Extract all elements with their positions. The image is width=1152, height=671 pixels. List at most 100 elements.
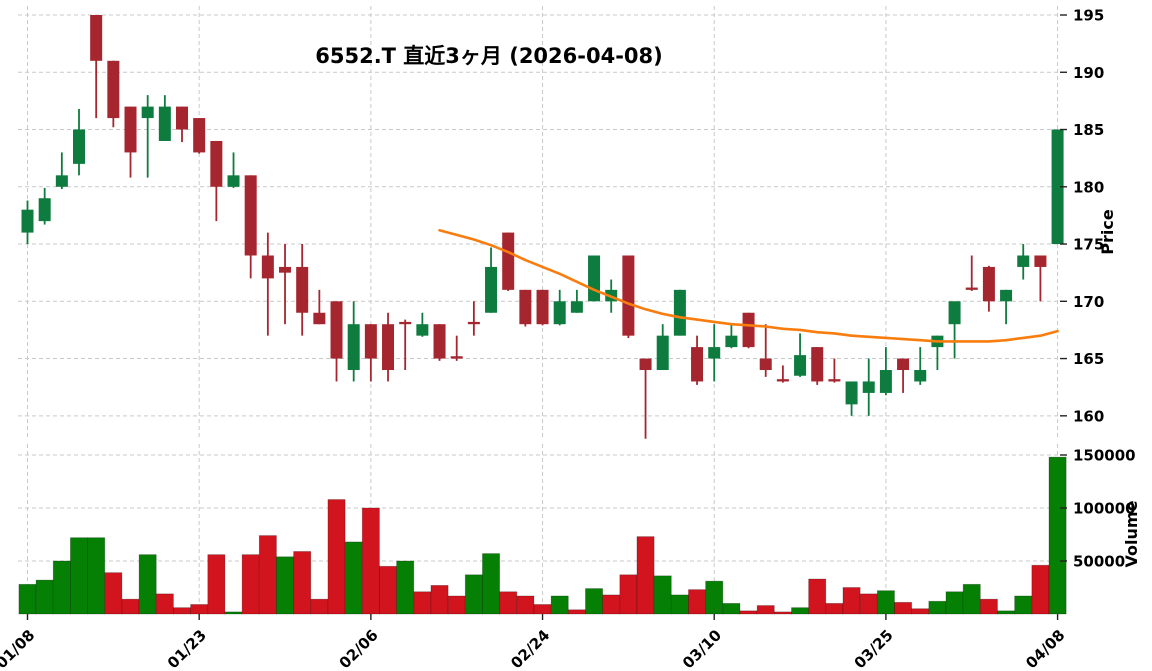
candle-body — [485, 266, 498, 313]
volume-bar — [258, 535, 277, 615]
candle-body — [742, 312, 755, 348]
volume-bar — [207, 554, 226, 615]
volume-bar — [138, 554, 157, 615]
candle-body — [673, 289, 686, 336]
candle-body — [1034, 255, 1047, 267]
candle-body — [588, 255, 601, 302]
volume-bar — [18, 583, 37, 615]
volume-bar — [670, 594, 689, 615]
candle-body — [776, 379, 789, 382]
volume-bar — [567, 609, 586, 615]
candle-body — [124, 106, 137, 153]
volume-bar — [447, 595, 466, 615]
volume-bar — [911, 608, 930, 615]
price-tick-label: 165 — [1073, 350, 1104, 368]
chart-title: 6552.T 直近3ヶ月 (2026-04-08) — [315, 44, 663, 68]
volume-bar — [87, 537, 106, 615]
candle-body — [38, 198, 51, 222]
candle-body — [330, 301, 343, 359]
volume-bar — [945, 591, 964, 615]
volume-bar — [70, 537, 88, 615]
volume-bar — [396, 560, 415, 615]
volume-bar — [550, 595, 569, 615]
candle-body — [845, 381, 858, 405]
volume-bar — [52, 560, 71, 615]
volume-bar — [619, 574, 638, 615]
candle-body — [141, 106, 154, 119]
candle-body — [502, 232, 515, 290]
candle-body — [158, 106, 171, 141]
candle-body — [639, 358, 652, 371]
volume-bar — [791, 607, 810, 615]
candle-body — [244, 175, 257, 256]
volume-bar — [602, 594, 621, 615]
candle-body — [708, 347, 721, 359]
candle-body — [90, 15, 103, 61]
candle-body — [948, 301, 961, 325]
volume-bar — [876, 590, 895, 615]
candle-body — [1000, 289, 1013, 302]
date-tick-label: 03/25 — [851, 626, 897, 671]
candle-body — [536, 289, 549, 325]
candle-body — [965, 287, 978, 290]
candle-body — [759, 358, 772, 371]
date-tick-label: 03/10 — [679, 626, 725, 671]
volume-bar — [533, 604, 552, 615]
volume-bar — [997, 610, 1016, 615]
candle-body — [519, 289, 532, 325]
candle-body — [416, 324, 429, 336]
ma-line — [438, 229, 1059, 343]
volume-tick-label: 50000 — [1073, 553, 1125, 571]
candle-body — [450, 356, 463, 359]
volume-bar — [464, 574, 483, 615]
date-tick-label: 01/08 — [0, 626, 38, 671]
price-tick-label: 190 — [1073, 64, 1104, 82]
volume-bar — [653, 575, 672, 615]
volume-bar — [962, 583, 981, 615]
candle-body — [279, 266, 292, 273]
price-tick-label: 185 — [1073, 121, 1104, 139]
volume-bar — [379, 565, 398, 615]
volume-bar — [636, 536, 655, 615]
candle-body — [227, 175, 240, 187]
candle-body — [347, 324, 360, 371]
date-tick-label: 02/24 — [507, 626, 553, 671]
candle-body — [828, 379, 841, 382]
volume-bar — [276, 556, 295, 615]
volume-bar — [482, 553, 501, 615]
volume-bar — [241, 554, 260, 615]
candle-body — [382, 324, 395, 371]
candle-body — [313, 312, 326, 325]
candle-body — [73, 129, 86, 164]
volume-bar — [894, 601, 913, 615]
volume-bar — [361, 507, 380, 615]
candle-body — [622, 255, 635, 336]
candle-body — [794, 355, 807, 376]
volume-bar — [756, 605, 775, 615]
volume-bar — [842, 587, 861, 615]
volume-bar — [121, 598, 140, 615]
candle-body — [691, 347, 704, 382]
candle-body — [914, 370, 927, 382]
candle-body — [725, 335, 738, 348]
volume-bar — [499, 591, 518, 615]
volume-bar — [310, 598, 329, 615]
volume-bar — [1048, 456, 1067, 615]
volume-bar — [825, 603, 844, 615]
volume-bar — [413, 591, 432, 615]
volume-bar — [1014, 595, 1033, 615]
volume-bar — [773, 611, 792, 615]
candle-body — [433, 324, 446, 359]
candle-body — [553, 301, 566, 325]
volume-bar — [722, 603, 741, 615]
candle-body — [399, 321, 412, 325]
price-tick-label: 195 — [1073, 7, 1104, 25]
price-tick-label: 175 — [1073, 236, 1104, 254]
volume-bar — [585, 588, 604, 615]
candle-body — [107, 60, 120, 119]
volume-bar — [104, 572, 123, 615]
volume-bar — [739, 610, 758, 615]
date-tick-label: 04/08 — [1022, 626, 1068, 671]
